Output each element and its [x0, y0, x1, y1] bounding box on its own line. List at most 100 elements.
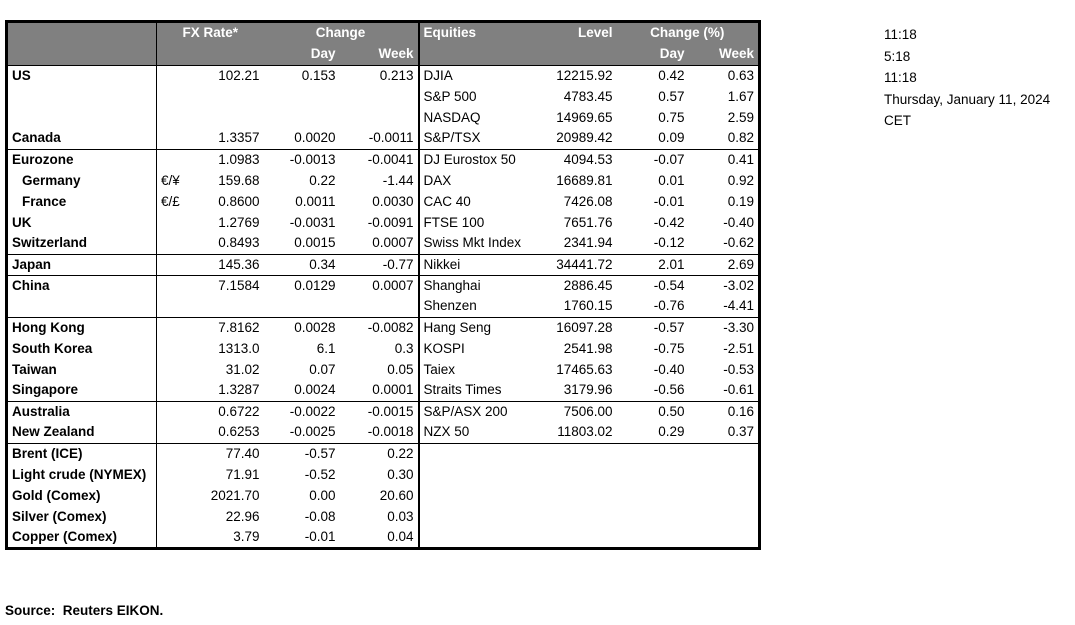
country-cell: Singapore [6, 380, 157, 401]
equity-name-cell [419, 506, 539, 527]
equity-level-cell [539, 506, 617, 527]
fx-rate-cell: 1.3357 [218, 130, 260, 146]
fx-rate-header-spacer [156, 43, 264, 66]
fx-pair-cell [156, 274, 189, 296]
fx-pair-cell [157, 527, 189, 549]
equity-name-cell: S&P 500 [423, 88, 477, 104]
equities-header: Equities [418, 21, 539, 43]
table-row: Australia 0.6722 -0.0022 -0.0015 S&P/ASX 200… [6, 400, 760, 422]
equities-week-header: Week [688, 43, 760, 66]
fx-week-cell: -0.0041 [339, 148, 420, 170]
table-row: Eurozone 1.0983 -0.0013 -0.0041 DJ Eurostox … [6, 148, 760, 170]
fx-pair-cell [156, 442, 189, 464]
equity-day-cell: -0.42 [653, 214, 685, 230]
fx-rate-cell: 7.8162 [188, 316, 264, 338]
equity-level-cell: 17465.63 [556, 361, 613, 377]
fx-rate-cell: 145.36 [188, 253, 264, 275]
equity-level-cell [539, 464, 617, 485]
fx-rate-cell: 0.6253 [218, 424, 260, 440]
equity-week-cell: 2.69 [688, 253, 760, 275]
timezone-label: CET [884, 113, 911, 128]
fx-day-cell: 0.00 [309, 487, 336, 503]
fx-day-cell: 0.34 [263, 253, 340, 275]
equity-day-cell: -0.76 [653, 298, 685, 314]
equity-day-cell [617, 485, 689, 506]
fx-pair-cell [156, 316, 189, 338]
corner-cell [6, 21, 157, 43]
country-cell: Japan [6, 253, 157, 275]
equity-level-cell: 4094.53 [538, 148, 617, 170]
fx-day-cell: -0.0025 [289, 424, 336, 440]
fx-pair-cell: €/£ [161, 193, 180, 209]
fx-rate-cell [189, 296, 264, 317]
table-body: US 102.21 0.153 0.213 DJIA 12215.92 0.42 0.63 S&… [6, 65, 760, 549]
equity-week-cell: 0.41 [688, 148, 760, 170]
country-cell: New Zealand [6, 422, 157, 443]
country-cell: Copper (Comex) [6, 527, 157, 549]
table-row: Canada 1.3357 0.0020 -0.0011 S&P/TSX 20989.42… [6, 128, 760, 149]
fx-rate-cell [189, 107, 264, 128]
fx-week-cell: -0.0082 [339, 316, 420, 338]
equity-day-cell: 0.42 [658, 67, 685, 83]
equity-day-cell: -0.75 [653, 340, 685, 356]
table-row: China 7.1584 0.0129 0.0007 Shanghai 2886.45 -0… [6, 274, 760, 296]
equity-week-cell: -2.51 [723, 340, 755, 356]
equity-name-cell [418, 442, 539, 464]
equity-day-cell: 0.29 [658, 424, 685, 440]
equity-day-cell: -0.07 [616, 148, 689, 170]
fx-rate-cell: 22.96 [225, 508, 260, 524]
equity-day-cell: 0.57 [658, 88, 685, 104]
country-cell [6, 86, 157, 107]
fx-rate-cell: 3.79 [233, 529, 260, 544]
equities-day-header: Day [616, 43, 689, 66]
country-cell: China [6, 274, 157, 296]
equity-week-cell: -3.30 [688, 316, 760, 338]
fx-day-cell: -0.52 [304, 466, 336, 482]
table-row: Singapore 1.3287 0.0024 0.0001 Straits Times… [6, 380, 760, 401]
equity-name-cell: Shenzen [423, 298, 477, 314]
equity-level-cell [539, 485, 617, 506]
equity-name-cell: DJ Eurostox 50 [418, 148, 539, 170]
equity-week-cell [689, 527, 760, 549]
equity-name-cell: NZX 50 [423, 424, 470, 440]
table-row: Switzerland 0.8493 0.0015 0.0007 Swiss Mkt I… [6, 233, 760, 254]
equity-week-cell: -0.61 [723, 382, 755, 398]
fx-week-cell: -0.0091 [339, 212, 420, 233]
equity-day-cell: -0.12 [653, 235, 685, 251]
equity-name-cell: S&P/ASX 200 [418, 400, 539, 422]
fx-week-cell: 0.213 [339, 65, 420, 86]
header-row-2: Day Week Day Week [6, 43, 760, 66]
fx-day-header: Day [263, 43, 340, 66]
table-header: FX Rate* Change Equities Level Change (%… [6, 21, 760, 66]
fx-day-cell: 0.22 [309, 172, 336, 188]
country-cell: France [6, 191, 157, 212]
equity-day-cell: -0.56 [653, 382, 685, 398]
fx-rate-cell: 2021.70 [210, 487, 260, 503]
fx-day-cell: -0.57 [263, 442, 340, 464]
fx-week-cell [339, 107, 420, 128]
fx-day-cell: -0.08 [304, 508, 336, 524]
fx-pair-cell: €/¥ [161, 172, 180, 188]
table-row: NASDAQ 14969.65 0.75 2.59 [6, 107, 760, 128]
fx-pair-cell [157, 296, 189, 317]
country-cell: Taiwan [6, 359, 157, 380]
equity-week-cell: 0.92 [727, 172, 755, 188]
equity-level-cell: 7651.76 [563, 214, 613, 230]
equity-day-cell: 2.01 [616, 253, 689, 275]
equity-week-cell [689, 464, 760, 485]
country-cell: Light crude (NYMEX) [6, 464, 157, 485]
fx-week-cell [339, 296, 420, 317]
country-cell: Eurozone [6, 148, 157, 170]
equity-week-cell: -0.40 [723, 214, 755, 230]
equity-level-cell: 1760.15 [563, 298, 613, 314]
fx-day-cell [264, 86, 340, 107]
fx-day-cell: -0.01 [304, 529, 336, 544]
fx-day-cell: 6.1 [316, 340, 336, 356]
fx-week-cell: 0.3 [339, 338, 420, 359]
equity-day-cell [617, 506, 689, 527]
fx-pair-cell [157, 338, 189, 359]
table-row: Hong Kong 7.8162 0.0028 -0.0082 Hang Seng 160… [6, 316, 760, 338]
equity-level-cell [538, 442, 617, 464]
table-row: S&P 500 4783.45 0.57 1.67 [6, 86, 760, 107]
table-row: Taiwan 31.02 0.07 0.05 Taiex 17465.63 -0.40 -0.… [6, 359, 760, 380]
